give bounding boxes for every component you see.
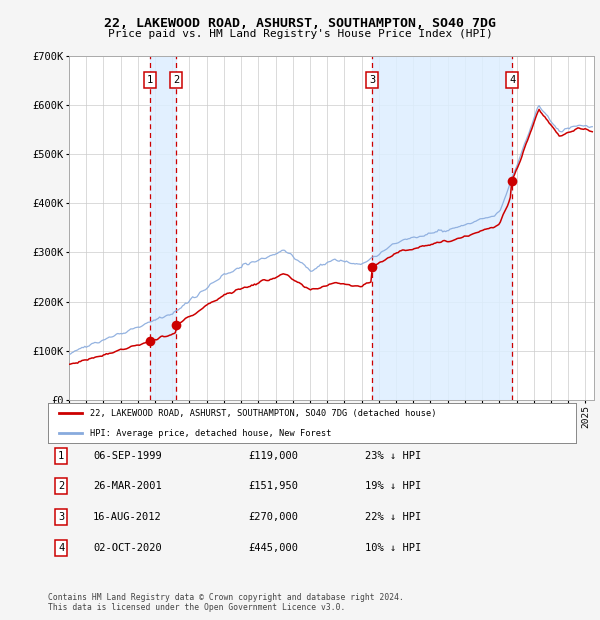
Text: 3: 3 xyxy=(369,76,376,86)
Text: 2: 2 xyxy=(173,76,179,86)
Text: 22% ↓ HPI: 22% ↓ HPI xyxy=(365,512,421,522)
Text: 22, LAKEWOOD ROAD, ASHURST, SOUTHAMPTON, SO40 7DG: 22, LAKEWOOD ROAD, ASHURST, SOUTHAMPTON,… xyxy=(104,17,496,30)
Text: 16-AUG-2012: 16-AUG-2012 xyxy=(93,512,161,522)
Text: 4: 4 xyxy=(509,76,515,86)
Text: 23% ↓ HPI: 23% ↓ HPI xyxy=(365,451,421,461)
Text: 19% ↓ HPI: 19% ↓ HPI xyxy=(365,481,421,492)
Text: 1: 1 xyxy=(146,76,152,86)
Text: 4: 4 xyxy=(58,542,64,552)
Text: 06-SEP-1999: 06-SEP-1999 xyxy=(93,451,161,461)
Text: HPI: Average price, detached house, New Forest: HPI: Average price, detached house, New … xyxy=(90,428,332,438)
Text: 26-MAR-2001: 26-MAR-2001 xyxy=(93,481,161,492)
Text: 3: 3 xyxy=(58,512,64,522)
Text: 22, LAKEWOOD ROAD, ASHURST, SOUTHAMPTON, SO40 7DG (detached house): 22, LAKEWOOD ROAD, ASHURST, SOUTHAMPTON,… xyxy=(90,409,437,418)
Text: £119,000: £119,000 xyxy=(248,451,299,461)
Text: 2: 2 xyxy=(58,481,64,492)
Text: 1: 1 xyxy=(58,451,64,461)
Text: £445,000: £445,000 xyxy=(248,542,299,552)
Bar xyxy=(372,56,512,400)
Text: 02-OCT-2020: 02-OCT-2020 xyxy=(93,542,161,552)
Text: Price paid vs. HM Land Registry's House Price Index (HPI): Price paid vs. HM Land Registry's House … xyxy=(107,29,493,39)
Text: £270,000: £270,000 xyxy=(248,512,299,522)
Bar xyxy=(149,56,176,400)
Text: Contains HM Land Registry data © Crown copyright and database right 2024.
This d: Contains HM Land Registry data © Crown c… xyxy=(48,593,404,613)
Text: 10% ↓ HPI: 10% ↓ HPI xyxy=(365,542,421,552)
Text: £151,950: £151,950 xyxy=(248,481,299,492)
